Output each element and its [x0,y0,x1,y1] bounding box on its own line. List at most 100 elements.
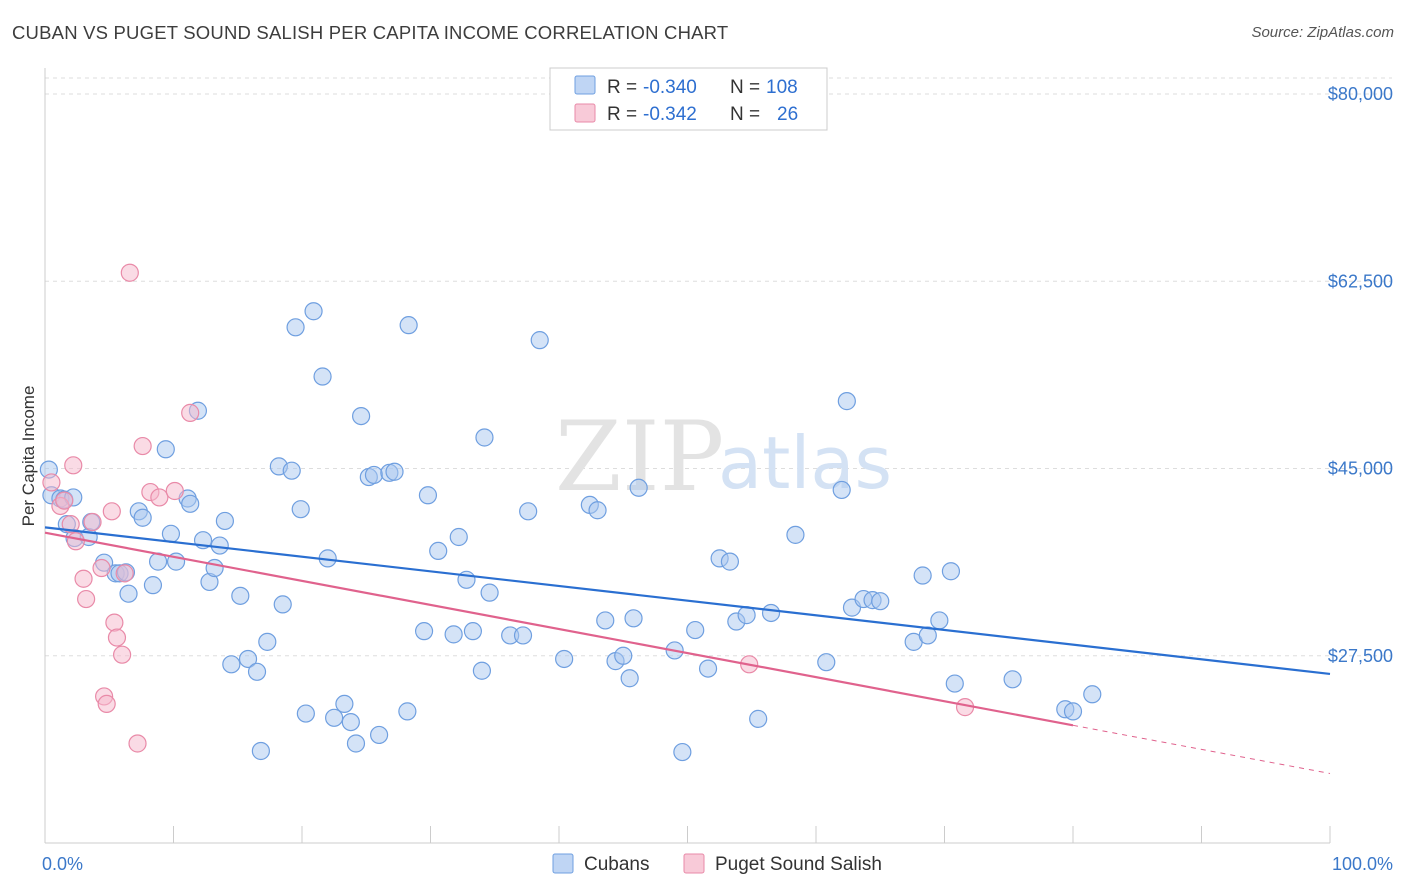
cuban-point-36 [273,595,292,614]
salish-point-14 [107,628,127,647]
cuban-point-33 [251,741,270,761]
cuban-point-48 [352,406,371,426]
cuban-point-63 [472,661,491,680]
cuban-point-92 [837,392,856,411]
cuban-point-38 [286,318,305,337]
salish-point-2 [55,491,74,510]
cuban-point-40 [296,704,315,723]
bottom-legend-swatch-salish [683,853,705,874]
legend-frame [549,67,828,131]
cuban-point-100 [930,611,949,630]
cuban-point-28 [215,511,234,531]
salish-point-11 [97,694,116,714]
cuban-point-81 [686,620,705,640]
salish-point-21 [150,488,169,507]
cuban-point-65 [480,583,499,602]
salish-point-22 [165,481,184,501]
legend-box: R = -0.340 N = 108 R = -0.342 N = 26 [549,67,828,131]
cuban-point-29 [222,655,241,674]
cuban-point-42 [313,367,332,386]
legend-r-value-cubans: -0.340 [643,77,697,98]
cuban-point-78 [629,478,648,497]
cuban-point-50 [364,465,384,485]
cuban-point-67 [513,626,533,645]
cuban-point-47 [346,734,366,753]
y-axis-label: Per Capita Income [19,386,38,527]
cuban-point-82 [698,659,718,678]
cuban-point-13 [119,584,138,603]
cuban-point-30 [231,586,250,605]
cuban-point-56 [414,622,434,641]
salish-point-0 [42,473,61,492]
salish-trend-line [44,531,1074,727]
cuban-point-105 [1063,702,1083,721]
cuban-point-57 [418,486,438,505]
bottom-legend-cubans: Cubans [584,854,650,875]
salish-point-12 [102,502,121,521]
cuban-point-89 [786,525,805,544]
watermark-atlas: atlas [718,421,892,505]
cuban-point-32 [247,662,267,681]
x-tick-label-0: 0.0% [42,854,83,874]
cuban-point-70 [555,649,574,669]
cuban-point-31 [238,649,258,669]
salish-point-13 [105,613,124,632]
salish-point-16 [115,564,134,583]
salish-points [42,263,975,753]
cuban-trend-line [44,526,1331,676]
cuban-point-68 [519,502,538,521]
cuban-point-87 [749,709,768,728]
cuban-point-77 [624,609,643,628]
y-tick-label-2: $62,500 [1328,271,1393,291]
cuban-point-103 [1003,670,1022,689]
cuban-point-58 [429,541,448,561]
axes [44,68,1331,844]
cuban-point-80 [673,742,692,762]
y-tick-labels: $27,500 $45,000 $62,500 $80,000 [1328,84,1393,666]
trend-lines [44,526,1331,774]
cuban-point-84 [720,552,740,571]
cuban-point-99 [918,626,937,645]
cuban-point-51 [370,725,389,745]
cuban-points [39,302,1102,762]
cuban-point-53 [385,462,404,481]
legend-n-label-cubans: N = [730,77,760,98]
cuban-point-76 [620,669,639,688]
cuban-point-45 [335,694,354,714]
cuban-point-75 [614,646,633,665]
salish-point-5 [66,532,85,551]
salish-point-17 [120,263,139,282]
cuban-point-106 [1083,685,1102,704]
cuban-point-96 [871,592,890,611]
cuban-point-64 [475,428,494,447]
source-label: Source: ZipAtlas.com [1251,24,1394,41]
cuban-point-26 [205,558,224,578]
legend-r-label-salish: R = [607,104,637,125]
cuban-point-91 [832,480,851,500]
cuban-point-15 [133,508,152,527]
legend-r-value-salish: -0.342 [643,104,697,125]
x-tick-label-1: 100.0% [1332,854,1393,874]
bottom-legend: Cubans Puget Sound Salish [552,853,882,875]
cuban-point-60 [449,527,468,547]
cuban-point-88 [761,603,781,623]
cuban-point-18 [156,440,175,459]
y-tick-label-3: $80,000 [1328,84,1393,104]
salish-point-6 [74,569,93,588]
x-tick-labels: 0.0% 100.0% [42,854,1393,874]
salish-point-3 [61,515,80,534]
y-tick-label-1: $45,000 [1328,459,1393,479]
cuban-point-90 [817,653,836,672]
cuban-point-19 [161,524,181,543]
cuban-point-69 [530,331,549,350]
salish-point-4 [64,456,83,475]
legend-r-label-cubans: R = [607,77,637,98]
cuban-point-98 [913,566,932,585]
salish-point-7 [77,589,96,609]
y-tick-label-0: $27,500 [1328,646,1393,666]
cuban-point-39 [291,500,310,519]
cuban-point-101 [941,562,961,581]
cuban-point-41 [304,302,323,321]
chart-title: CUBAN VS PUGET SOUND SALISH PER CAPITA I… [12,22,729,43]
